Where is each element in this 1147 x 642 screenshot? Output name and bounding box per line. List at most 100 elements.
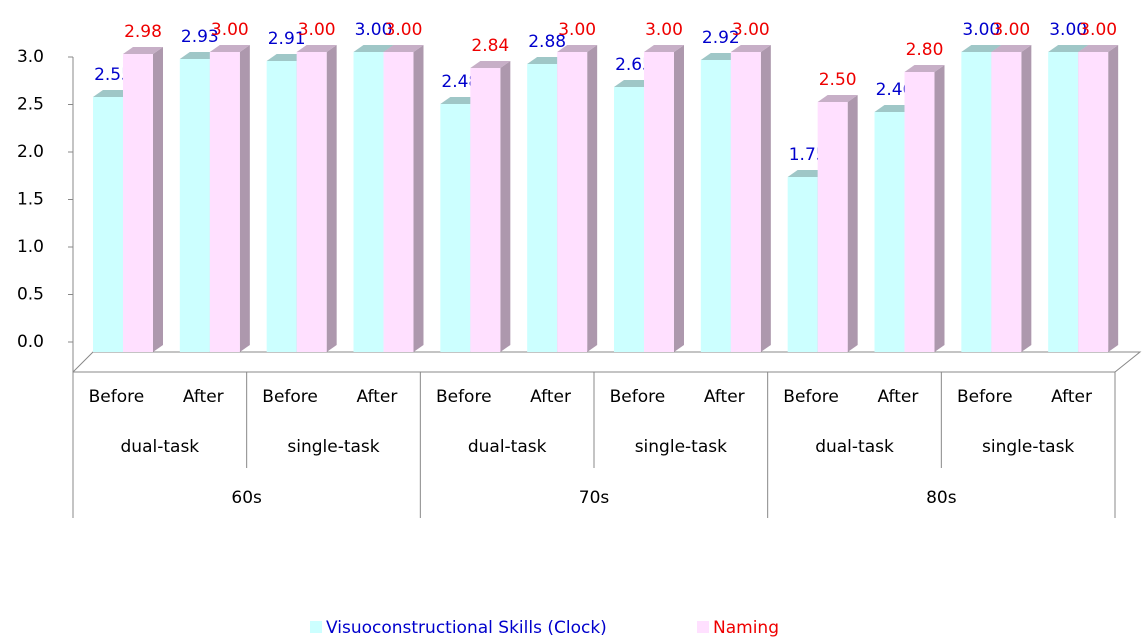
bar-side xyxy=(239,45,250,352)
bar-top xyxy=(730,45,771,52)
floor xyxy=(72,351,1142,373)
value-label: 2.65 xyxy=(615,55,653,75)
subgroup-label: single-task xyxy=(982,437,1074,457)
value-label: 2.80 xyxy=(906,40,944,60)
bar xyxy=(527,64,558,352)
x-tick-label: After xyxy=(530,387,571,407)
bar-top xyxy=(383,45,424,52)
bar xyxy=(296,52,327,352)
bar-side xyxy=(413,45,424,352)
y-tick-label: 2.0 xyxy=(17,142,44,162)
value-label: 2.48 xyxy=(441,72,479,92)
bar xyxy=(787,177,818,352)
bar xyxy=(1078,52,1109,352)
subgroup-label: single-task xyxy=(635,437,727,457)
bar xyxy=(440,104,471,352)
bar xyxy=(179,59,210,352)
bar-top xyxy=(557,45,598,52)
y-tick-label: 0.0 xyxy=(17,332,44,352)
bar xyxy=(700,60,731,352)
bar-top xyxy=(296,45,337,52)
bar xyxy=(93,97,123,352)
value-label: 3.00 xyxy=(298,20,336,40)
group-label: 80s xyxy=(926,488,957,508)
bar-side xyxy=(934,65,945,352)
x-tick-label: After xyxy=(183,387,224,407)
value-label: 2.50 xyxy=(819,70,857,90)
value-label: 2.40 xyxy=(876,80,914,100)
bar-top xyxy=(470,61,511,68)
bar-side xyxy=(760,45,771,352)
bar-3d xyxy=(296,45,337,352)
bar-top xyxy=(1078,45,1119,52)
y-tick-label: 3.0 xyxy=(17,47,44,67)
bar-side xyxy=(1108,45,1119,352)
subgroup-label: dual-task xyxy=(468,437,547,457)
subgroup-label: dual-task xyxy=(121,437,200,457)
bar xyxy=(904,72,935,352)
y-tick-label: 1.0 xyxy=(17,237,44,257)
bar-3d xyxy=(817,95,858,352)
group-label: 70s xyxy=(579,488,610,508)
bar-top xyxy=(961,45,1002,52)
value-label: 2.55 xyxy=(94,65,132,85)
bar-side xyxy=(500,61,511,352)
bar-3d xyxy=(123,47,163,352)
bar xyxy=(614,87,644,352)
value-label: 2.84 xyxy=(471,36,509,56)
bar-top xyxy=(904,65,945,72)
legend-swatch xyxy=(697,621,709,633)
value-label: 3.00 xyxy=(211,20,249,40)
x-tick-label: Before xyxy=(89,387,145,407)
bar-top xyxy=(991,45,1032,52)
x-tick-label: Before xyxy=(610,387,666,407)
bar-3d xyxy=(383,45,424,352)
value-label: 3.00 xyxy=(355,20,393,40)
bar-3d xyxy=(557,45,598,352)
bar xyxy=(644,52,674,352)
value-label: 3.00 xyxy=(645,20,683,40)
bar-3d xyxy=(470,61,511,352)
legend-label: Naming xyxy=(713,618,779,638)
x-tick-label: After xyxy=(878,387,919,407)
bar-top xyxy=(644,45,684,52)
bar xyxy=(123,54,153,352)
x-tick-label: Before xyxy=(957,387,1013,407)
bar xyxy=(266,61,297,352)
x-tick-label: After xyxy=(704,387,745,407)
bar xyxy=(557,52,588,352)
bar-3d xyxy=(991,45,1032,352)
bar xyxy=(470,68,501,352)
bar xyxy=(817,102,848,352)
x-tick-label: Before xyxy=(262,387,318,407)
group-label: 60s xyxy=(231,488,262,508)
bar-side xyxy=(1021,45,1032,352)
value-label: 3.00 xyxy=(1049,20,1087,40)
y-tick-label: 1.5 xyxy=(17,190,44,210)
bar xyxy=(1048,52,1079,352)
value-label: 3.00 xyxy=(558,20,596,40)
value-label: 3.00 xyxy=(1079,20,1117,40)
bar-3d xyxy=(209,45,250,352)
bar xyxy=(383,52,414,352)
legend-label: Visuoconstructional Skills (Clock) xyxy=(326,618,607,638)
bar-3d xyxy=(644,45,684,352)
bar-side xyxy=(847,95,858,352)
y-tick-label: 0.5 xyxy=(17,285,44,305)
bar-3d xyxy=(904,65,945,352)
value-label: 3.00 xyxy=(992,20,1030,40)
bar xyxy=(353,52,384,352)
bar xyxy=(730,52,761,352)
value-label: 1.75 xyxy=(789,145,827,165)
bar xyxy=(874,112,905,352)
value-label: 2.91 xyxy=(268,29,306,49)
x-tick-label: Before xyxy=(783,387,839,407)
value-label: 2.98 xyxy=(124,22,162,42)
subgroup-label: single-task xyxy=(287,437,379,457)
value-label: 2.93 xyxy=(181,27,219,47)
bar-3d xyxy=(1078,45,1119,352)
value-label: 2.92 xyxy=(702,28,740,48)
x-tick-label: After xyxy=(357,387,398,407)
bar-side xyxy=(674,45,684,352)
